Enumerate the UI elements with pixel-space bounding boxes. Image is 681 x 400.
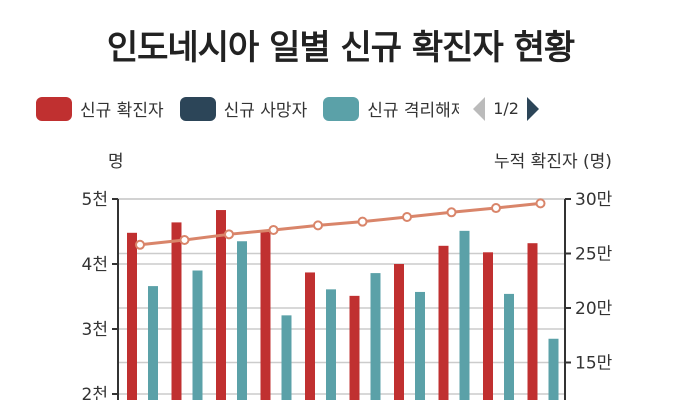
line-point [402,211,412,222]
legend-item-recovered[interactable]: 신규 격리해제 [323,96,459,121]
next-page-icon[interactable] [526,96,539,121]
bar-recovered [504,293,514,400]
bar-recovered [370,273,381,400]
bar-new-cases [127,232,137,400]
bar-recovered [548,338,559,400]
legend-label: 신규 사망자 [223,101,308,121]
prev-page-icon[interactable] [473,96,486,121]
right-tick-label: 15만 [575,354,613,374]
line-point [491,203,501,214]
left-tick-label: 4천 [82,255,108,275]
line-point [135,239,145,250]
right-tick-label: 30만 [575,190,613,210]
right-axis-label: 누적 확진자 (명) [494,152,612,172]
legend-label: 신규 확진자 [80,101,164,121]
bar-new-cases [527,243,538,400]
bar-recovered [459,230,470,400]
bar-new-cases [305,272,315,400]
legend-pager: 1/2 [465,96,547,121]
bar-recovered [415,291,425,400]
line-point [357,216,368,227]
bar-recovered [281,315,292,400]
line-point [268,224,279,235]
line-point [179,234,190,245]
page-indicator: 1/2 [493,99,519,118]
right-tick-label: 25만 [575,245,613,265]
legend: 신규 확진자 신규 사망자 신규 격리해제 1/2 [36,96,547,121]
bar-new-cases [216,210,226,400]
legend-swatch-teal [323,96,360,121]
bar-recovered [326,289,336,400]
legend-swatch-navy [179,96,216,121]
bar-recovered [148,286,158,400]
bar-new-cases [394,264,404,400]
left-tick-label: 5천 [82,190,108,210]
legend-swatch-red [36,96,72,121]
left-axis-label: 명 [108,152,124,172]
left-tick-label: 2천 [82,385,108,400]
bar-recovered [192,270,203,400]
bar-new-cases [260,230,271,400]
left-tick-label: 3천 [82,320,108,340]
bar-new-cases [171,222,182,400]
line-point [446,207,457,218]
bar-new-cases [438,245,449,400]
line-point [535,198,546,209]
line-point [224,229,234,240]
legend-item-new-cases[interactable]: 신규 확진자 [36,96,164,121]
right-tick-label: 20만 [575,299,613,319]
chart-title: 인도네시아 일별 신규 확진자 현황 [106,28,575,68]
bar-new-cases [349,295,360,400]
line-cumulative [139,201,541,247]
legend-item-new-deaths[interactable]: 신규 사망자 [179,96,308,121]
bar-new-cases [483,252,493,400]
line-point [313,220,323,231]
bar-recovered [237,241,247,400]
legend-label: 신규 격리해제 [367,101,460,121]
